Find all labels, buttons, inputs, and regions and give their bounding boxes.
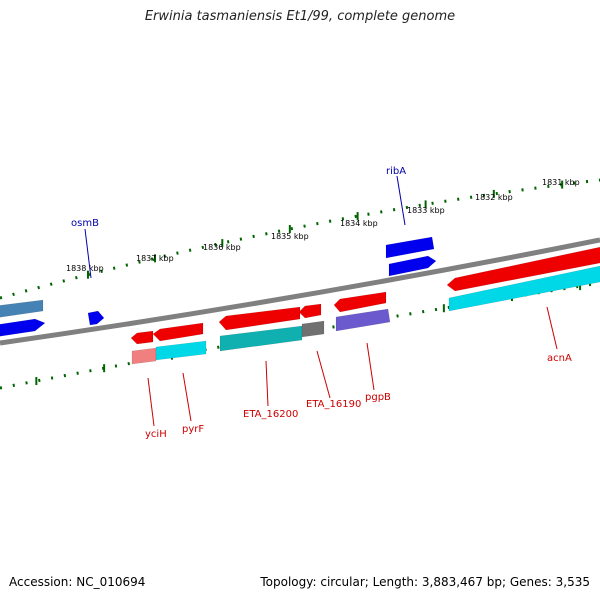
gene-labels: osmB ribA yciH pyrF ETA_16200 ETA_16190 … [71, 166, 572, 440]
ruler-label: 1832 kbp [475, 193, 513, 202]
leader-osmB [84, 228, 92, 279]
gene-label-yciH: yciH [145, 429, 167, 440]
ruler-label: 1834 kbp [340, 219, 378, 228]
cds-feature-steel [0, 299, 44, 318]
gene-ribA-feature [385, 236, 435, 259]
leader-acnA [546, 306, 558, 350]
gene-yciH-feature [130, 330, 154, 345]
leader-ribA [396, 175, 406, 226]
gene-ETA_16190-feature [298, 303, 322, 319]
gene-label-ETA_16190: ETA_16190 [306, 399, 361, 410]
gene-label-leaders [84, 175, 558, 427]
ruler-label: 1836 kbp [203, 243, 241, 252]
gene-label-pgpB: pgpB [365, 392, 391, 403]
gene-label-ribA: ribA [386, 166, 406, 177]
gene-label-acnA: acnA [547, 353, 572, 364]
gene-features [0, 236, 600, 365]
cds-acnA-feature [448, 265, 600, 312]
gene-acnA-feature [446, 246, 600, 292]
ruler-label: 1837 kbp [136, 254, 174, 263]
leader-ETA_16200 [265, 360, 269, 407]
cds-pyrF-feature [155, 340, 207, 361]
gene-ribA-adjacent-feature [388, 255, 437, 277]
leader-pyrF [182, 372, 192, 422]
ruler-label: 1838 kbp [66, 264, 104, 273]
ruler-label: 1835 kbp [271, 232, 309, 241]
ruler-label: 1831 kbp [542, 178, 580, 187]
ruler-label: 1833 kbp [407, 206, 445, 215]
gene-label-pyrF: pyrF [182, 424, 204, 435]
leader-pgpB [366, 342, 375, 391]
cds-ETA_16200-feature [219, 325, 303, 352]
outer-major-ticks [86, 180, 564, 279]
genome-summary: Topology: circular; Length: 3,883,467 bp… [260, 575, 590, 589]
ruler-labels: 1838 kbp 1837 kbp 1836 kbp 1835 kbp 1834… [66, 178, 580, 273]
gene-label-osmB: osmB [71, 218, 99, 229]
leader-ETA_16190 [316, 350, 331, 399]
map-title: Erwinia tasmaniensis Et1/99, complete ge… [144, 9, 456, 24]
gene-feature-forward [0, 318, 46, 337]
accession-label: Accession: NC_010694 [9, 575, 146, 589]
leader-yciH [147, 377, 155, 427]
cds-ETA_16190-feature [301, 320, 325, 338]
gene-pyrF-feature [152, 322, 204, 342]
genome-backbone [0, 237, 600, 346]
gene-label-ETA_16200: ETA_16200 [243, 409, 298, 420]
gene-pgpB-feature [333, 291, 387, 313]
gene-osmB-feature [87, 310, 105, 326]
gene-ETA_16200-feature [218, 306, 301, 331]
cds-pgpB-feature [335, 308, 391, 332]
cds-yciH-feature [131, 347, 157, 365]
